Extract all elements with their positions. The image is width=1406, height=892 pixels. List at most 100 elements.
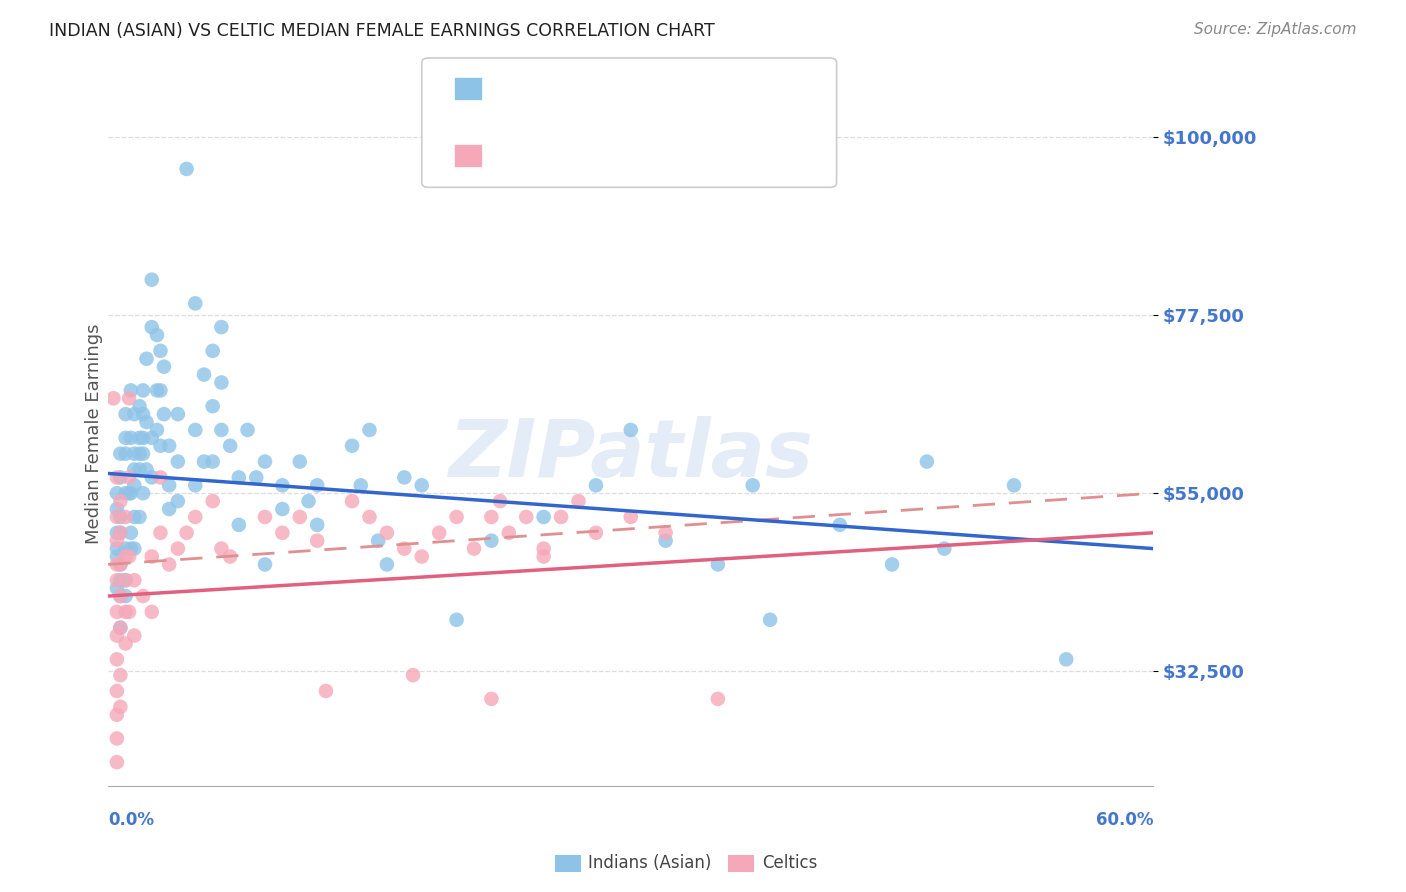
Point (167, 407, 190, 421)
Text: R =  0.095: R = 0.095 (499, 146, 595, 164)
Point (105, 470, 128, 484)
Point (132, 407, 155, 421)
Point (167, 454, 190, 468)
Point (184, 423, 207, 437)
Point (375, 525, 398, 540)
Point (157, 439, 180, 453)
Point (533, 549, 555, 564)
Point (110, 558, 132, 572)
Point (118, 392, 141, 406)
Point (141, 605, 163, 619)
Point (157, 558, 180, 572)
Point (141, 470, 163, 484)
Text: N =  78: N = 78 (626, 146, 700, 164)
Text: N = 107: N = 107 (626, 79, 706, 97)
Point (110, 621, 132, 635)
Point (654, 533, 676, 548)
Point (167, 541, 190, 556)
Point (411, 549, 433, 564)
Point (141, 273, 163, 287)
Point (149, 525, 172, 540)
Point (124, 541, 146, 556)
Y-axis label: Median Female Earnings: Median Female Earnings (86, 324, 103, 544)
Point (201, 494, 224, 508)
Point (567, 494, 589, 508)
Point (201, 454, 224, 468)
Point (149, 343, 172, 358)
Point (427, 525, 450, 540)
Point (128, 510, 150, 524)
Point (271, 502, 294, 516)
Point (141, 431, 163, 445)
Point (350, 478, 373, 492)
Point (110, 621, 132, 635)
Point (533, 541, 555, 556)
Point (359, 510, 381, 524)
Point (118, 605, 141, 619)
Point (124, 629, 146, 643)
Point (124, 462, 146, 476)
Point (394, 470, 416, 484)
Point (880, 558, 903, 572)
Point (110, 447, 132, 461)
Point (209, 541, 232, 556)
Point (118, 470, 141, 484)
Point (132, 486, 155, 500)
Point (236, 423, 259, 437)
Point (105, 707, 128, 722)
Point (110, 589, 132, 603)
Point (132, 447, 155, 461)
Point (105, 533, 128, 548)
Point (114, 541, 136, 556)
Point (132, 431, 155, 445)
Point (105, 581, 128, 595)
Point (620, 423, 643, 437)
Point (219, 549, 242, 564)
Text: INDIAN (ASIAN) VS CELTIC MEDIAN FEMALE EARNINGS CORRELATION CHART: INDIAN (ASIAN) VS CELTIC MEDIAN FEMALE E… (49, 22, 716, 40)
Point (209, 376, 232, 390)
Point (184, 478, 207, 492)
Point (120, 384, 142, 398)
Point (481, 510, 503, 524)
Point (402, 668, 425, 682)
Point (340, 439, 363, 453)
Point (105, 755, 128, 769)
Point (114, 549, 136, 564)
Point (149, 470, 172, 484)
Point (105, 558, 128, 572)
Point (105, 629, 128, 643)
Point (128, 399, 150, 413)
Point (120, 525, 142, 540)
Point (157, 478, 180, 492)
Point (135, 351, 157, 366)
Point (288, 510, 311, 524)
Point (105, 541, 128, 556)
Point (105, 652, 128, 666)
Point (489, 494, 512, 508)
Point (481, 533, 503, 548)
Point (741, 478, 763, 492)
Point (105, 486, 128, 500)
Point (297, 494, 319, 508)
Point (105, 573, 128, 587)
Text: Indians (Asian): Indians (Asian) (588, 855, 711, 872)
Point (153, 407, 176, 421)
Point (110, 470, 132, 484)
Point (132, 589, 155, 603)
Point (585, 525, 607, 540)
Point (209, 320, 232, 334)
Point (114, 589, 136, 603)
Point (271, 478, 294, 492)
Point (340, 494, 363, 508)
Point (253, 558, 276, 572)
Point (120, 541, 142, 556)
Point (253, 454, 276, 468)
Point (124, 510, 146, 524)
Point (146, 328, 169, 343)
Point (110, 573, 132, 587)
Point (114, 486, 136, 500)
Point (446, 510, 468, 524)
Point (110, 558, 132, 572)
Point (176, 161, 198, 176)
Point (114, 447, 136, 461)
